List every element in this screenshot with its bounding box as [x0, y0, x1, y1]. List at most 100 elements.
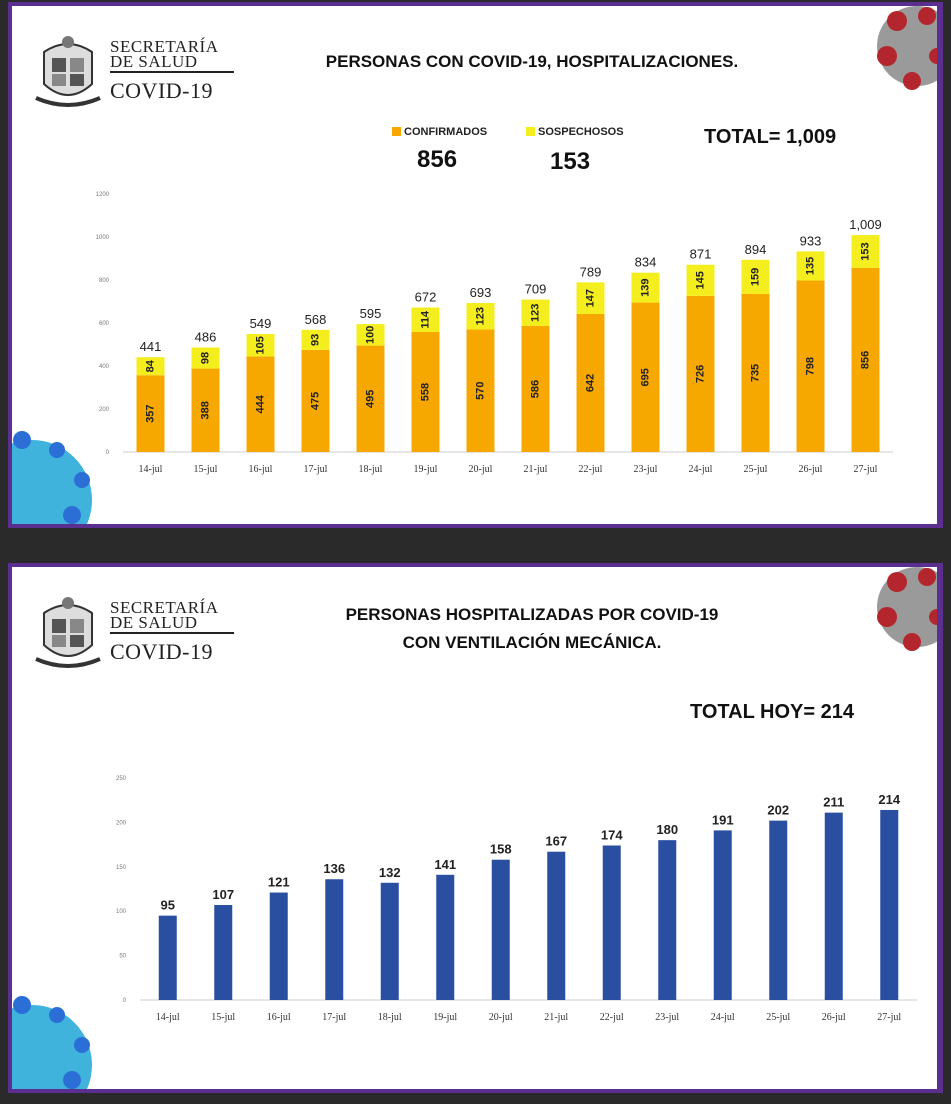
segment-value-label: 153 [859, 242, 871, 260]
x-tick-label: 25-jul [744, 464, 768, 475]
bar-total-label: 95 [161, 898, 175, 913]
segment-value-label: 84 [144, 359, 156, 372]
legend-label-confirmados: CONFIRMADOS [404, 126, 488, 138]
y-tick-label: 800 [99, 278, 110, 284]
chart-title-line2: CON VENTILACIÓN MECÁNICA. [402, 633, 662, 652]
coronavirus-blue-icon [12, 996, 92, 1089]
hospitalizations-chart: 0 200 400 600 800 1000 1200 357 84 441 14-jul 388 98… [96, 192, 893, 475]
segment-value-label: 642 [584, 374, 596, 392]
segment-value-label: 444 [254, 394, 266, 413]
bar-segment [136, 375, 165, 452]
y-tick-label: 200 [99, 407, 110, 413]
hospitalizations-panel: SECRETARÍA DE SALUD COVID-19 PERSONAS CO… [8, 2, 943, 528]
bar-segment [191, 347, 220, 369]
bar-total-label: 202 [767, 803, 789, 818]
bar-segment [411, 307, 440, 333]
segment-value-label: 123 [529, 304, 541, 322]
bar-segment [686, 295, 715, 452]
bar-total-label: 1,009 [849, 217, 882, 232]
legend-item-confirmados: CONFIRMADOS [392, 126, 487, 138]
x-tick-label: 26-jul [822, 1012, 846, 1023]
x-tick-label: 18-jul [378, 1012, 402, 1023]
org-covid-label: COVID-19 [110, 78, 213, 103]
today-total: TOTAL HOY= 214 [690, 701, 854, 723]
bar-segment [769, 820, 788, 1000]
bar-total-label: 933 [800, 233, 822, 248]
segment-value-label: 139 [639, 278, 651, 296]
segment-value-label: 558 [419, 383, 431, 401]
segment-value-label: 695 [639, 368, 651, 386]
x-tick-label: 20-jul [469, 464, 493, 475]
bar-segment [851, 235, 880, 268]
x-tick-label: 16-jul [267, 1012, 291, 1023]
x-tick-label: 27-jul [877, 1012, 901, 1023]
segment-value-label: 475 [309, 392, 321, 410]
segment-value-label: 98 [199, 352, 211, 364]
segment-value-label: 495 [364, 390, 376, 408]
bar-total-label: 894 [745, 242, 767, 257]
x-tick-label: 22-jul [579, 464, 603, 475]
bar-segment [214, 904, 233, 1000]
x-tick-label: 24-jul [711, 1012, 735, 1023]
segment-value-label: 114 [419, 310, 431, 329]
x-tick-label: 17-jul [304, 464, 328, 475]
bar-total-label: 174 [601, 827, 623, 842]
bar-segment [356, 324, 385, 346]
bar-segment [521, 326, 550, 452]
segment-value-label: 388 [199, 401, 211, 419]
legend-swatch-sospechosos [526, 127, 535, 136]
bar-segment [411, 332, 440, 452]
bar-segment [824, 812, 843, 1000]
bar-segment [301, 349, 330, 452]
bar-total-label: 568 [305, 312, 327, 327]
x-tick-label: 14-jul [139, 464, 163, 475]
overall-total: TOTAL= 1,009 [704, 126, 837, 148]
bar-segment [301, 329, 330, 350]
bar-segment [547, 851, 566, 1000]
bar-total-label: 789 [580, 264, 602, 279]
bar-segment [491, 859, 510, 1000]
bar-segment [136, 357, 165, 376]
bar-segment [880, 809, 899, 1000]
bar-total-label: 136 [323, 861, 345, 876]
segment-value-label: 147 [584, 289, 596, 307]
x-tick-label: 27-jul [854, 464, 878, 475]
bar-total-label: 834 [635, 255, 657, 270]
bar-segment [246, 356, 275, 452]
bar-total-label: 214 [878, 792, 900, 807]
segment-value-label: 123 [474, 307, 486, 325]
segment-value-label: 93 [309, 334, 321, 346]
x-tick-label: 19-jul [433, 1012, 457, 1023]
y-tick-label: 0 [123, 998, 127, 1004]
y-tick-label: 100 [116, 909, 127, 915]
segment-value-label: 726 [694, 365, 706, 383]
bar-segment [686, 264, 715, 296]
legend-label-sospechosos: SOSPECHOSOS [538, 126, 624, 138]
state-crest-icon [35, 36, 101, 107]
bar-total-label: 191 [712, 812, 734, 827]
confirmados-total: 856 [417, 146, 458, 173]
bar-segment [158, 915, 177, 1000]
bar-total-label: 549 [250, 316, 272, 331]
x-tick-label: 24-jul [689, 464, 713, 475]
bar-total-label: 595 [360, 306, 382, 321]
bar-segment [356, 345, 385, 452]
health-secretariat-logo: SECRETARÍA DE SALUD COVID-19 [34, 32, 254, 112]
bar-segment [246, 333, 275, 357]
ventilation-chart: 0 50 100 150 200 250 95 14-jul 107 15-jul 121 16-ju… [116, 776, 917, 1023]
bar-segment [741, 259, 770, 294]
x-tick-label: 19-jul [414, 464, 438, 475]
y-tick-label: 1200 [96, 192, 110, 198]
segment-value-label: 105 [254, 336, 266, 354]
x-tick-label: 23-jul [634, 464, 658, 475]
x-tick-label: 15-jul [194, 464, 218, 475]
bar-segment [436, 874, 455, 1000]
y-tick-label: 400 [99, 364, 110, 370]
bar-total-label: 441 [140, 339, 162, 354]
bar-segment [796, 251, 825, 281]
bar-segment [658, 840, 677, 1000]
x-tick-label: 18-jul [359, 464, 383, 475]
chart-title-line1: PERSONAS HOSPITALIZADAS POR COVID-19 [345, 605, 719, 624]
chart-title: PERSONAS CON COVID-19, HOSPITALIZACIONES… [325, 52, 739, 71]
x-tick-label: 16-jul [249, 464, 273, 475]
